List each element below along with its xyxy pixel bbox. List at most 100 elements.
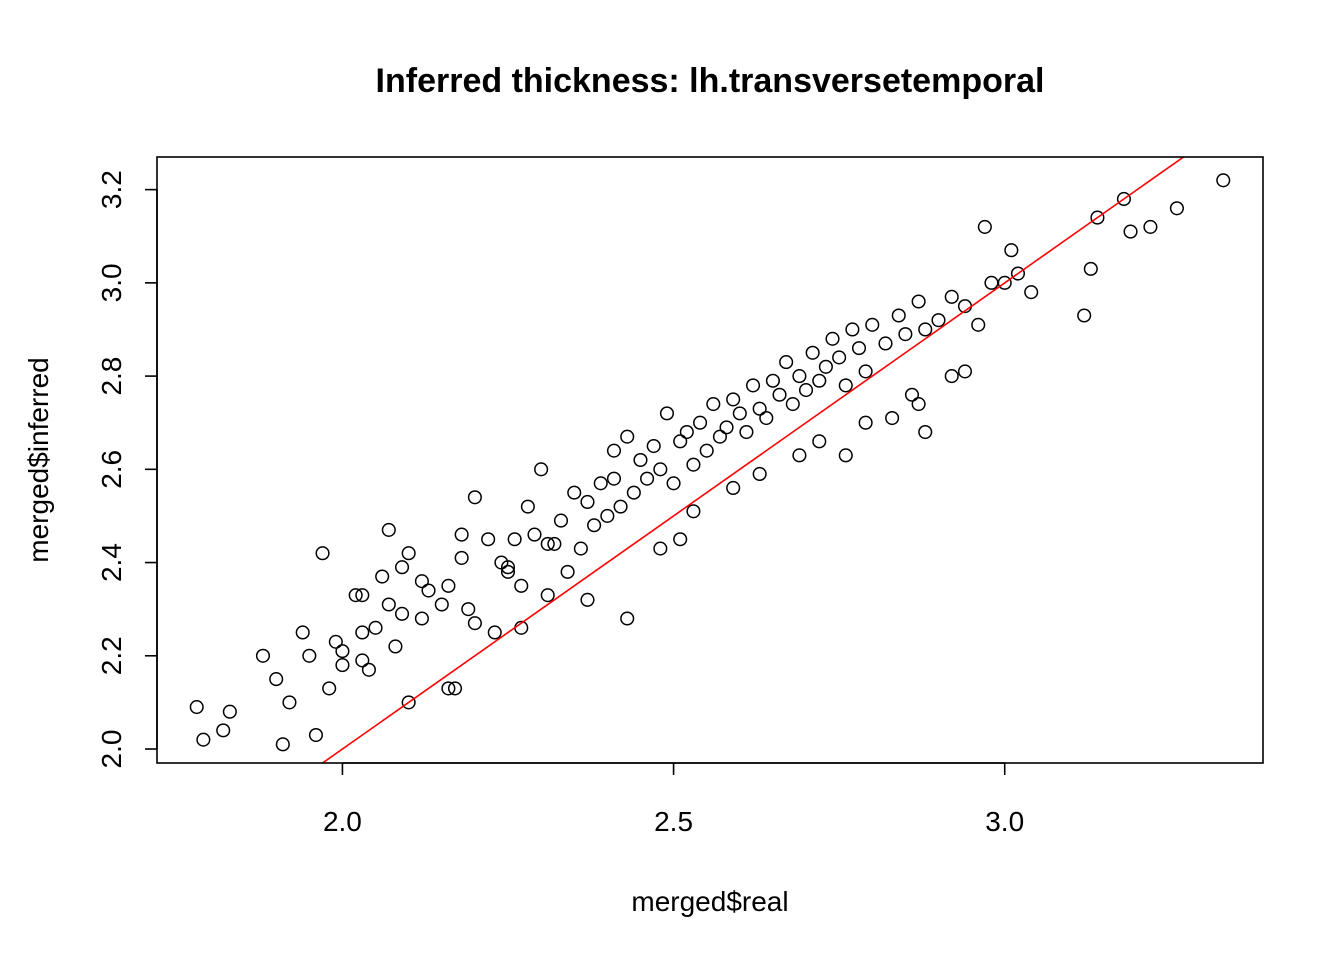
- data-point: [765, 373, 780, 388]
- data-point: [712, 429, 727, 444]
- data-point: [461, 602, 476, 617]
- data-point: [626, 485, 641, 500]
- data-point: [275, 737, 290, 752]
- data-point: [507, 532, 522, 547]
- y-tick-label: 3.2: [96, 170, 127, 209]
- data-point: [580, 494, 595, 510]
- data-point: [666, 476, 681, 491]
- data-point: [308, 727, 323, 743]
- data-point: [1024, 285, 1039, 300]
- data-point: [805, 345, 820, 360]
- data-point: [971, 317, 986, 332]
- data-point: [739, 424, 754, 440]
- data-point: [745, 378, 761, 393]
- data-point: [858, 415, 873, 430]
- y-tick-label: 2.0: [96, 730, 127, 769]
- data-point: [421, 583, 436, 598]
- data-point: [918, 322, 933, 337]
- data-point: [673, 532, 688, 547]
- data-point: [858, 364, 873, 379]
- data-point: [600, 508, 615, 523]
- data-point: [355, 625, 370, 640]
- data-point: [269, 672, 284, 687]
- y-axis-label: merged$inferred: [23, 357, 54, 562]
- data-point: [520, 499, 535, 514]
- data-point: [898, 327, 913, 342]
- data-point: [1083, 261, 1098, 276]
- data-point: [587, 518, 602, 533]
- data-point: [355, 653, 370, 668]
- data-point: [812, 373, 827, 388]
- data-point: [467, 490, 482, 505]
- identity-reference-line: [321, 157, 1185, 763]
- data-point: [653, 462, 668, 477]
- data-point: [911, 397, 926, 412]
- data-point: [620, 611, 635, 626]
- data-point: [878, 336, 893, 351]
- data-point: [891, 308, 906, 323]
- data-point: [255, 648, 271, 663]
- data-point: [838, 378, 853, 393]
- data-point: [904, 387, 920, 402]
- data-point: [1090, 210, 1105, 225]
- chart-title: Inferred thickness: lh.transversetempora…: [376, 62, 1045, 100]
- data-point: [414, 611, 429, 626]
- data-point: [447, 681, 463, 696]
- data-point: [752, 401, 767, 416]
- data-point: [673, 434, 688, 449]
- data-point: [295, 625, 310, 640]
- data-point: [567, 485, 582, 500]
- data-point: [772, 387, 787, 402]
- data-point: [196, 732, 211, 747]
- data-point: [918, 424, 933, 440]
- data-point: [792, 448, 807, 463]
- data-point: [381, 597, 396, 612]
- data-point: [640, 471, 655, 486]
- data-point: [335, 658, 350, 673]
- data-point: [467, 616, 482, 631]
- data-point: [335, 644, 350, 659]
- data-point: [726, 392, 741, 407]
- x-axis-label: merged$real: [631, 886, 788, 917]
- data-point: [282, 695, 297, 710]
- data-point: [394, 606, 410, 621]
- data-point: [368, 620, 383, 635]
- data-point: [593, 476, 608, 491]
- data-point: [315, 546, 330, 561]
- data-point: [434, 597, 449, 612]
- data-points: [189, 173, 1231, 752]
- x-axis: 2.0 2.5 3.0: [323, 762, 1024, 837]
- data-point: [613, 499, 628, 514]
- data-point: [454, 527, 469, 542]
- data-point: [851, 341, 867, 356]
- data-point: [1116, 191, 1131, 207]
- data-point: [606, 471, 622, 486]
- y-tick-label: 3.0: [96, 263, 127, 302]
- data-point: [553, 513, 569, 528]
- data-point: [500, 560, 516, 575]
- data-point: [328, 634, 343, 649]
- data-point: [779, 355, 794, 370]
- data-point: [620, 429, 635, 444]
- data-point: [944, 289, 959, 304]
- data-point: [719, 420, 734, 435]
- data-point: [825, 331, 840, 346]
- data-point: [514, 578, 529, 593]
- data-point: [500, 564, 516, 579]
- data-point: [759, 410, 774, 426]
- data-point: [792, 369, 807, 384]
- data-point: [659, 406, 675, 421]
- data-point: [1004, 243, 1019, 258]
- data-point: [984, 275, 999, 290]
- data-point: [1143, 219, 1158, 234]
- y-tick-label: 2.8: [96, 357, 127, 396]
- data-point: [732, 406, 747, 421]
- data-point: [706, 397, 721, 412]
- data-point: [401, 695, 416, 710]
- data-point: [322, 681, 337, 696]
- data-point: [911, 294, 926, 309]
- plot-frame: [156, 156, 1264, 764]
- data-point: [838, 448, 853, 463]
- data-point: [653, 541, 668, 556]
- data-point: [414, 574, 429, 589]
